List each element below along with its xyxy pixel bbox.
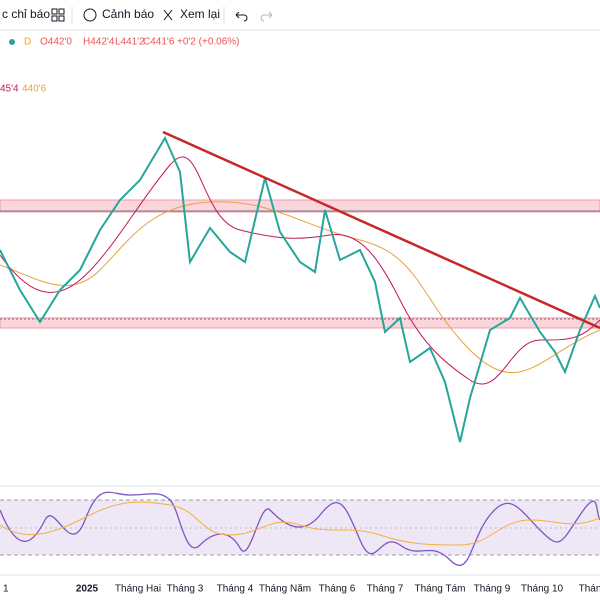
alert-button[interactable]: Cảnh báo: [102, 7, 154, 21]
x-axis-label: Tháng Hai: [115, 584, 161, 595]
x-axis-label: Tháng 4: [217, 584, 254, 595]
resistance-zone: [0, 199, 600, 213]
redo-button[interactable]: [260, 11, 273, 22]
trend-line: [162, 130, 600, 330]
price-line: [0, 135, 600, 443]
layout-icon[interactable]: [51, 8, 65, 22]
replay-button[interactable]: Xem lại: [180, 7, 220, 21]
slow-ma: [0, 201, 600, 373]
legend-low: L441'2: [115, 37, 145, 48]
rsi-pane: [0, 491, 600, 567]
x-axis-label: 2025: [76, 584, 99, 595]
legend-open: O442'0: [40, 37, 72, 48]
support-zone: [0, 317, 600, 329]
x-axis-label: Tháng 7: [367, 584, 404, 595]
toolbar: [0, 0, 600, 30]
undo-button[interactable]: [235, 11, 248, 22]
ma-value: 440'6: [22, 84, 47, 95]
ma-value: 45'4: [0, 84, 19, 95]
x-axis-label: Thán: [579, 584, 600, 595]
x-axis-label: Tháng 9: [474, 584, 511, 595]
alert-icon[interactable]: [83, 8, 97, 22]
x-axis-label: Tháng Tám: [415, 584, 466, 595]
legend-change: +0'2 (+0.06%): [177, 37, 240, 48]
indicators-button[interactable]: c chỉ báo: [2, 7, 50, 21]
x-axis-label: Tháng 6: [319, 584, 356, 595]
rsi-signal: [0, 501, 600, 546]
interval: D: [24, 37, 31, 48]
legend-high: H442'4: [83, 37, 115, 48]
legend-close: C441'6: [143, 37, 175, 48]
status-dot: [9, 39, 15, 45]
price-pane: [0, 130, 600, 443]
fast-ma: [0, 156, 600, 385]
x-axis: 1 2025 Tháng Hai Tháng 3 Tháng 4 Tháng Năm Thá…: [3, 584, 600, 595]
rsi-line: [0, 491, 600, 567]
replay-icon[interactable]: [163, 9, 173, 21]
x-axis-label: Tháng Năm: [259, 584, 311, 595]
x-axis-label: Tháng 3: [167, 584, 204, 595]
x-axis-label: Tháng 10: [521, 584, 564, 595]
x-axis-label: 1: [3, 584, 9, 595]
